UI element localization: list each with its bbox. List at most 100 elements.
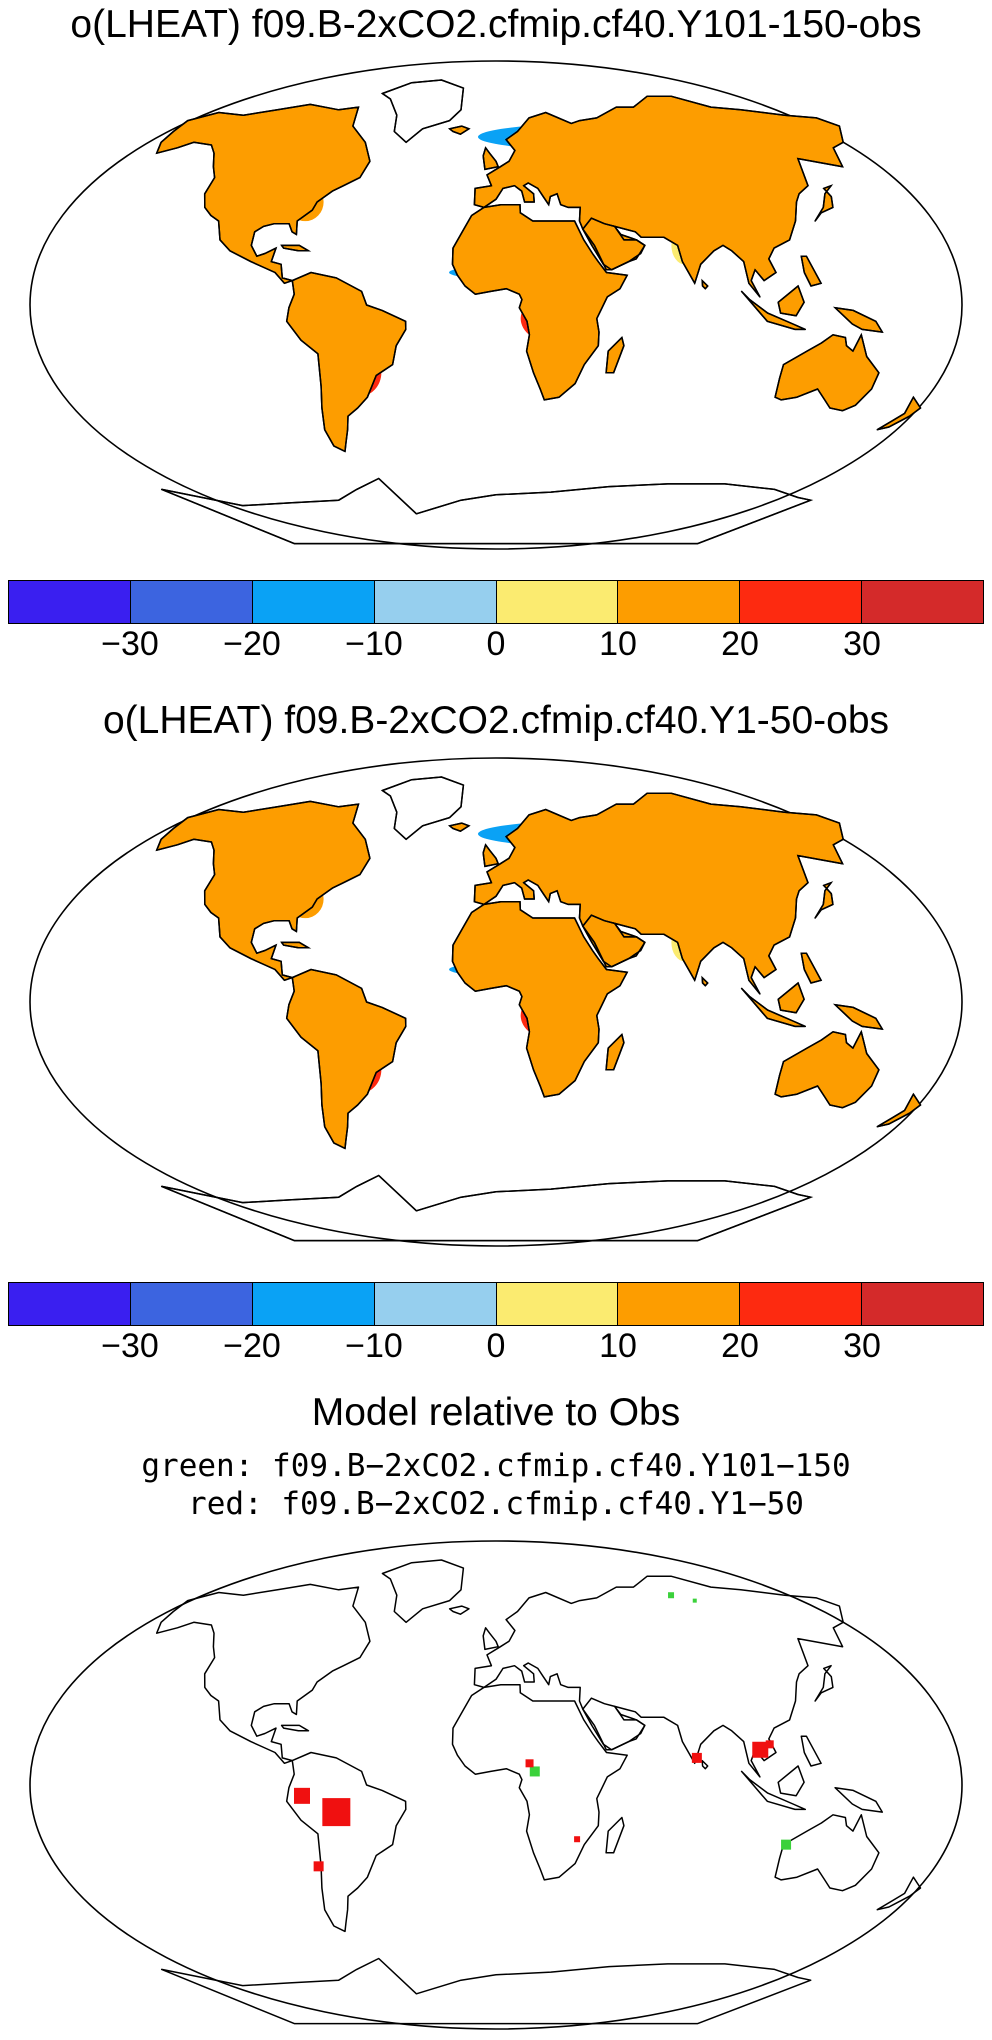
landmass-newGuinea: [834, 1786, 884, 1813]
colorbar-tick-label: 10: [599, 1327, 637, 1365]
colorbar-cell-0: [9, 581, 131, 623]
coastline-southAmerica: [285, 271, 407, 453]
colorbar-cell-1: [130, 1283, 253, 1325]
panel1-title: o(LHEAT) f09.B-2xCO2.cfmip.cf40.Y101-150…: [70, 3, 922, 46]
coastline-eurasia: [473, 95, 845, 298]
panel2-world-map: [29, 757, 963, 1247]
coastline-australia: [774, 1029, 880, 1109]
coastline-uk: [482, 843, 500, 868]
colorbar-tick-label: 0: [486, 625, 506, 663]
coastline-eurasia: [473, 792, 845, 995]
colorbar-cell-7: [862, 581, 983, 623]
coastline-philippines: [800, 255, 823, 287]
panel2-colorbar-ticks: −30 −20 −10 0 10 20 30: [8, 1326, 984, 1366]
red-marker: [293, 1787, 310, 1804]
colorbar-cell-0: [9, 1283, 131, 1325]
colorbar-tick-label: −10: [345, 625, 403, 663]
colorbar-cell-4: [496, 1283, 619, 1325]
colorbar-tick-label: 30: [843, 1327, 881, 1365]
panel1-colorbar-ticks: −30 −20 −10 0 10 20 30: [8, 624, 984, 664]
coastline-arabia: [581, 914, 646, 968]
coastline-australia: [774, 332, 880, 412]
landmass-arabia: [582, 1697, 646, 1751]
red-marker: [752, 1741, 769, 1758]
panel3-title: Model relative to Obs: [311, 1391, 681, 1434]
coastline-madagascar: [605, 336, 625, 374]
colorbar-tick-label: −20: [223, 625, 281, 663]
coastline-indonesia: [741, 290, 806, 331]
red-marker: [313, 1861, 324, 1872]
red-marker: [574, 1836, 581, 1843]
coastline-northAmerica: [155, 800, 371, 982]
colorbar-tick-label: −10: [345, 1327, 403, 1365]
green-marker: [668, 1592, 675, 1599]
colorbar-cell-3: [374, 1283, 497, 1325]
colorbar-cell-1: [130, 581, 253, 623]
landmass-africa: [451, 1683, 628, 1881]
colorbar-tick-label: 20: [721, 625, 759, 663]
legend-red-text: red: f09.B−2xCO2.cfmip.cf40.Y1−50: [188, 1486, 804, 1522]
colorbar-cell-5: [618, 1283, 741, 1325]
coastline-africa: [451, 203, 629, 401]
coastline-srilanka: [701, 278, 709, 290]
landmass-philippines: [800, 1735, 822, 1767]
coastline-philippines: [800, 952, 823, 984]
red-marker: [322, 1798, 351, 1827]
red-marker: [691, 1752, 702, 1763]
coastline-iceland: [447, 125, 471, 136]
landmass-indonesia: [740, 1770, 807, 1811]
green-marker: [781, 1839, 792, 1850]
coastline-newGuinea: [832, 1003, 884, 1031]
landmass-borneo: [777, 1765, 805, 1797]
colorbar-tick-label: −30: [101, 1327, 159, 1365]
landmass-japan: [814, 1664, 834, 1702]
colorbar-cell-6: [740, 581, 863, 623]
coastline-japan: [814, 184, 834, 222]
coastline-borneo: [777, 284, 805, 317]
coastline-japan: [814, 881, 834, 919]
red-marker: [765, 1740, 774, 1749]
colorbar-tick-label: 30: [843, 625, 881, 663]
landmass-antarctica: [160, 1957, 812, 2025]
green-marker: [529, 1766, 540, 1777]
colorbar-tick-label: −30: [101, 625, 159, 663]
coastline-africa: [451, 900, 629, 1098]
map-boundary: [29, 1540, 963, 2030]
coastline-srilanka: [701, 975, 709, 987]
landmass-eurasia: [473, 1575, 844, 1778]
coastline-caribbean: [280, 244, 312, 252]
colorbar-cell-7: [862, 1283, 983, 1325]
landmass-uk: [482, 1627, 499, 1651]
coastline-greenland: [380, 776, 465, 841]
coastline-southAmerica: [285, 968, 407, 1150]
colorbar-cell-2: [252, 1283, 375, 1325]
coastline-arabia: [581, 217, 646, 271]
coastline-iceland: [447, 822, 471, 833]
landmass-nz: [876, 1876, 922, 1911]
landmass-greenland: [381, 1559, 465, 1624]
colorbar-tick-label: 20: [721, 1327, 759, 1365]
landmass-southAmerica: [285, 1751, 407, 1933]
coastline-madagascar: [605, 1033, 625, 1071]
panel1-colorbar: [8, 580, 984, 624]
coastline-caribbean: [280, 941, 312, 949]
coastline-antarctica: [161, 1174, 814, 1242]
coastline-borneo: [777, 981, 805, 1014]
colorbar-tick-label: 10: [599, 625, 637, 663]
colorbar-cell-5: [618, 581, 741, 623]
landmass-srilanka: [701, 1759, 709, 1770]
coastline-newGuinea: [832, 306, 884, 334]
landmass-iceland: [448, 1605, 470, 1615]
coastline-uk: [482, 146, 500, 171]
colorbar-cell-2: [252, 581, 375, 623]
panel3-world-map: [29, 1540, 963, 2030]
coastline-greenland: [380, 79, 465, 144]
coastline-nz: [876, 395, 922, 431]
coastline-nz: [876, 1092, 922, 1128]
colorbar-cell-6: [740, 1283, 863, 1325]
colorbar-tick-label: −20: [223, 1327, 281, 1365]
green-marker: [692, 1598, 697, 1603]
coastline-indonesia: [741, 987, 806, 1028]
landmass-northAmerica: [155, 1583, 371, 1765]
colorbar-cell-4: [496, 581, 619, 623]
